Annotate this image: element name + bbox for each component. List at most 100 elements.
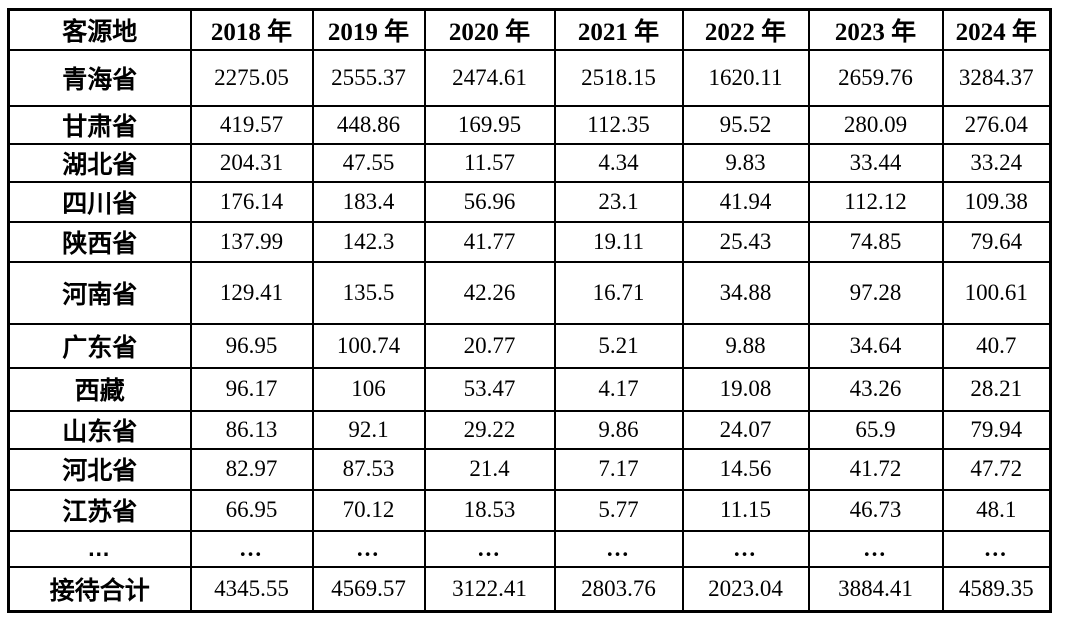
cell-value: 86.13 — [189, 409, 314, 450]
cell-value: 16.71 — [553, 260, 684, 325]
col-header-origin: 客源地 — [7, 8, 192, 51]
table-row: 河南省 129.41 135.5 42.26 16.71 34.88 97.28 100.61 — [7, 260, 1052, 325]
cell-value: 18.53 — [423, 488, 556, 532]
cell-value: 109.38 — [941, 180, 1052, 223]
total-value: 2023.04 — [681, 565, 810, 613]
cell-value: 276.04 — [941, 104, 1052, 145]
cell-value: 7.17 — [553, 447, 684, 491]
cell-value: 4.34 — [553, 142, 684, 183]
cell-value: 96.17 — [189, 366, 314, 412]
table-body: 青海省 2275.05 2555.37 2474.61 2518.15 1620.11 26… — [7, 48, 1052, 613]
cell-value: 47.55 — [311, 142, 426, 183]
col-header-year: 2022 年 — [681, 8, 810, 51]
total-value: 3884.41 — [807, 565, 944, 613]
cell-value: 19.11 — [553, 220, 684, 263]
cell-value: 42.26 — [423, 260, 556, 325]
cell-value: 34.64 — [807, 322, 944, 369]
cell-value: 96.95 — [189, 322, 314, 369]
cell-value: 112.35 — [553, 104, 684, 145]
cell-value: 33.24 — [941, 142, 1052, 183]
table-row: 陕西省 137.99 142.3 41.77 19.11 25.43 74.85 79.64 — [7, 220, 1052, 263]
cell-value: 97.28 — [807, 260, 944, 325]
row-label: 河南省 — [7, 260, 192, 325]
col-header-year: 2024 年 — [941, 8, 1052, 51]
cell-value: 3284.37 — [941, 48, 1052, 107]
cell-value: 24.07 — [681, 409, 810, 450]
total-value: 4589.35 — [941, 565, 1052, 613]
cell-value: 106 — [311, 366, 426, 412]
cell-value: … — [681, 529, 810, 568]
total-value: 4569.57 — [311, 565, 426, 613]
row-label: 山东省 — [7, 409, 192, 450]
row-label: 河北省 — [7, 447, 192, 491]
cell-value: 2659.76 — [807, 48, 944, 107]
cell-value: 40.7 — [941, 322, 1052, 369]
cell-value: 33.44 — [807, 142, 944, 183]
cell-value: 65.9 — [807, 409, 944, 450]
cell-value: … — [423, 529, 556, 568]
cell-value: … — [553, 529, 684, 568]
row-label: 甘肃省 — [7, 104, 192, 145]
cell-value: 280.09 — [807, 104, 944, 145]
cell-value: 169.95 — [423, 104, 556, 145]
cell-value: 183.4 — [311, 180, 426, 223]
row-label: 四川省 — [7, 180, 192, 223]
cell-value: 1620.11 — [681, 48, 810, 107]
row-label: 西藏 — [7, 366, 192, 412]
cell-value: 74.85 — [807, 220, 944, 263]
cell-value: 56.96 — [423, 180, 556, 223]
cell-value: 100.74 — [311, 322, 426, 369]
cell-value: … — [189, 529, 314, 568]
table-row: 广东省 96.95 100.74 20.77 5.21 9.88 34.64 40.7 — [7, 322, 1052, 369]
cell-value: 9.83 — [681, 142, 810, 183]
cell-value: 11.15 — [681, 488, 810, 532]
cell-value: 129.41 — [189, 260, 314, 325]
cell-value: 14.56 — [681, 447, 810, 491]
row-label: 江苏省 — [7, 488, 192, 532]
row-label: … — [7, 529, 192, 568]
cell-value: 20.77 — [423, 322, 556, 369]
cell-value: 48.1 — [941, 488, 1052, 532]
cell-value: 5.77 — [553, 488, 684, 532]
col-header-year: 2020 年 — [423, 8, 556, 51]
cell-value: 82.97 — [189, 447, 314, 491]
cell-value: 9.86 — [553, 409, 684, 450]
table-row: 甘肃省 419.57 448.86 169.95 112.35 95.52 280.09 27… — [7, 104, 1052, 145]
table-row: 江苏省 66.95 70.12 18.53 5.77 11.15 46.73 48.1 — [7, 488, 1052, 532]
cell-value: 46.73 — [807, 488, 944, 532]
cell-value: 95.52 — [681, 104, 810, 145]
col-header-year: 2023 年 — [807, 8, 944, 51]
table-row: 河北省 82.97 87.53 21.4 7.17 14.56 41.72 47.72 — [7, 447, 1052, 491]
cell-value: 2555.37 — [311, 48, 426, 107]
cell-value: 204.31 — [189, 142, 314, 183]
cell-value: 87.53 — [311, 447, 426, 491]
cell-value: 23.1 — [553, 180, 684, 223]
cell-value: 29.22 — [423, 409, 556, 450]
cell-value: 19.08 — [681, 366, 810, 412]
cell-value: 2275.05 — [189, 48, 314, 107]
table-row: 湖北省 204.31 47.55 11.57 4.34 9.83 33.44 33.24 — [7, 142, 1052, 183]
col-header-year: 2021 年 — [553, 8, 684, 51]
cell-value: 135.5 — [311, 260, 426, 325]
cell-value: 112.12 — [807, 180, 944, 223]
row-label: 广东省 — [7, 322, 192, 369]
cell-value: … — [311, 529, 426, 568]
total-value: 4345.55 — [189, 565, 314, 613]
cell-value: 34.88 — [681, 260, 810, 325]
cell-value: 137.99 — [189, 220, 314, 263]
cell-value: 70.12 — [311, 488, 426, 532]
cell-value: … — [941, 529, 1052, 568]
col-header-year: 2019 年 — [311, 8, 426, 51]
cell-value: 47.72 — [941, 447, 1052, 491]
table-row: 山东省 86.13 92.1 29.22 9.86 24.07 65.9 79.94 — [7, 409, 1052, 450]
cell-value: 43.26 — [807, 366, 944, 412]
cell-value: 100.61 — [941, 260, 1052, 325]
cell-value: 25.43 — [681, 220, 810, 263]
cell-value: 66.95 — [189, 488, 314, 532]
cell-value: 41.72 — [807, 447, 944, 491]
row-label: 陕西省 — [7, 220, 192, 263]
cell-value: 5.21 — [553, 322, 684, 369]
